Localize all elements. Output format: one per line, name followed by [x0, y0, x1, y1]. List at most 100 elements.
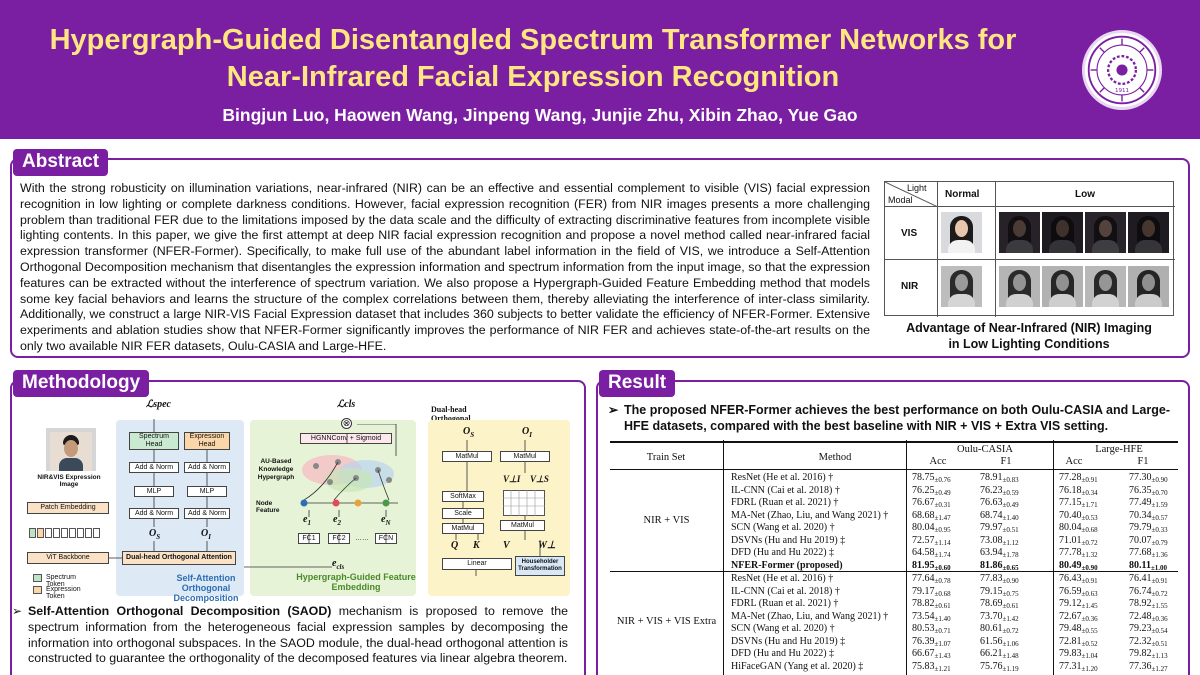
hypergraph-illustration — [302, 455, 394, 501]
method-cell: FDRL (Ruan et al. 2021) † — [731, 497, 839, 508]
oulu-acc-cell: 80.53±0.71 — [912, 623, 951, 635]
saod-bold-term: Self-Attention Orthogonal Decomposition … — [28, 604, 332, 618]
abstract-text: With the strong robusticity on illuminat… — [20, 181, 870, 353]
oulu-acc-cell: 78.82±0.61 — [912, 598, 951, 610]
hgfe-label-line-1: Hypergraph-Guided Feature — [296, 572, 416, 582]
header-f1: F1 — [1137, 456, 1149, 467]
header-oulu-casia: Oulu-CASIA — [956, 444, 1013, 455]
method-cell: DFD (Hu and Hu 2022) ‡ — [731, 648, 835, 659]
table-row: SCN (Wang et al. 2020) † 80.04±0.95 79.97±… — [610, 522, 1178, 535]
v-perp-i-symbol: V⊥I — [503, 474, 521, 484]
table-row: ResNet (He et al. 2016) † 77.64±0.78 77.83… — [610, 573, 1178, 586]
oulu-f1-cell: 78.69±0.61 — [980, 598, 1019, 610]
large-f1-cell: 77.49±1.59 — [1129, 497, 1168, 509]
doa-connectors — [455, 440, 541, 576]
oulu-acc-cell: 76.67±0.31 — [912, 497, 951, 509]
dual-head-attention-block: Dual-head Orthogonal Attention — [122, 551, 236, 565]
softmax-block: SoftMax — [442, 491, 484, 502]
vis-low-face-image — [1042, 212, 1083, 253]
nir-vis-comparison-figure: Light Modal Normal Low VIS NIR — [884, 181, 1175, 317]
method-cell: IL-CNN (Cai et al. 2018) † — [731, 585, 840, 597]
oulu-f1-cell: 66.21±1.48 — [980, 648, 1019, 660]
fc-ellipsis: …… — [355, 535, 369, 542]
w-perp-symbol: W⊥ — [538, 540, 556, 551]
hgnn-conv-block: HGNNConv + Sigmoid — [300, 433, 392, 444]
large-acc-cell: 77.78±1.32 — [1059, 547, 1098, 559]
large-acc-cell: 76.59±0.63 — [1059, 585, 1098, 598]
matmul-block: MatMul — [500, 451, 550, 462]
result-heading: Result — [599, 370, 676, 397]
large-f1-cell: 72.32±0.51 — [1129, 635, 1168, 648]
result-panel — [596, 380, 1190, 675]
large-f1-cell: 79.82±1.13 — [1129, 648, 1168, 660]
oulu-acc-cell: 79.17±0.68 — [912, 585, 951, 598]
table-row: DFD (Hu and Hu 2022) ‡ 64.58±1.74 63.94±1.… — [610, 547, 1178, 560]
loss-spec-label: ℒspec — [146, 399, 171, 410]
column-normal-label: Normal — [945, 189, 980, 200]
table-column-divider — [723, 440, 724, 675]
table-row: SCN (Wang et al. 2020) † 80.53±0.71 80.61±… — [610, 623, 1178, 636]
q-symbol: Q — [451, 540, 459, 551]
title-line-2: Near-Infrared Facial Expression Recognit… — [226, 61, 840, 93]
method-cell: DSVNs (Hu and Hu 2019) ‡ — [731, 534, 846, 546]
nir-low-face-image — [999, 266, 1040, 307]
token-sequence — [29, 528, 107, 538]
method-cell: ResNet (He et al. 2016) † — [731, 573, 834, 584]
os-letter: O — [149, 528, 157, 539]
table-row: DFD (Hu and Hu 2022) ‡ 66.67±1.43 66.21±1.… — [610, 648, 1178, 661]
large-f1-cell: 80.11±1.00 — [1129, 559, 1168, 572]
method-cell: DFD (Hu and Hu 2022) ‡ — [731, 547, 835, 558]
row-vis-label: VIS — [901, 228, 918, 239]
header-method: Method — [818, 452, 852, 463]
oulu-acc-cell: 80.04±0.95 — [912, 522, 951, 534]
add-norm-block: Add & Norm — [184, 462, 230, 473]
doa-os-letter: O — [463, 426, 471, 437]
e2-subscript: 2 — [337, 519, 341, 527]
saod-connectors — [109, 419, 208, 559]
linear-block: Linear — [442, 558, 512, 570]
large-f1-cell: 77.68±1.36 — [1129, 547, 1168, 559]
table-row: IL-CNN (Cai et al. 2018) † 79.17±0.68 79.1… — [610, 586, 1178, 599]
householder-block: Householder Transformation — [515, 556, 565, 576]
header-acc: Acc — [929, 456, 947, 467]
vis-low-face-image — [1128, 212, 1169, 253]
oulu-acc-cell: 72.57±1.14 — [912, 534, 951, 547]
output-spectrum-symbol: OS — [149, 528, 160, 541]
v-perp-s-symbol: V⊥S — [530, 474, 549, 484]
corner-light-label: Light — [907, 183, 927, 193]
oi-subscript: I — [208, 533, 211, 541]
large-acc-cell: 76.43±0.91 — [1059, 573, 1098, 585]
header-train-set: Train Set — [646, 452, 686, 463]
title-line-1: Hypergraph-Guided Disentangled Spectrum … — [49, 24, 1017, 56]
legend-spectrum-label: Spectrum Token — [46, 574, 76, 588]
doa-oi-symbol: OI — [522, 426, 532, 439]
corner-modal-label: Modal — [888, 195, 913, 205]
header-f1: F1 — [1000, 456, 1012, 467]
saod-body: mechanism is proposed to remove the spec… — [28, 604, 568, 666]
oulu-f1-cell: 61.56±1.06 — [980, 635, 1019, 648]
loss-cls-label: ℒcls — [337, 399, 356, 410]
legend-expression-swatch — [33, 586, 42, 594]
mlp-block: MLP — [187, 486, 227, 497]
oulu-f1-cell: 73.70±1.42 — [980, 610, 1019, 623]
method-cell: NFER-Former (proposed) — [731, 559, 843, 571]
abstract-panel — [10, 158, 1190, 358]
large-f1-cell: 78.92±1.55 — [1129, 598, 1168, 610]
large-acc-cell: 72.81±0.52 — [1059, 635, 1098, 648]
method-cell: DSVNs (Hu and Hu 2019) ‡ — [731, 635, 846, 647]
oulu-acc-cell: 68.68±1.47 — [912, 509, 951, 522]
large-acc-cell: 79.12±1.45 — [1059, 598, 1098, 610]
nir-low-face-image — [1085, 266, 1126, 307]
node-feature-dots — [300, 499, 398, 507]
large-f1-cell: 79.23±0.54 — [1129, 623, 1168, 635]
saod-label-line-2: Orthogonal Decomposition — [173, 583, 239, 603]
method-cell: FDRL (Ruan et al. 2021) † — [731, 598, 839, 609]
nir-normal-face-image — [941, 266, 982, 307]
large-acc-cell: 72.67±0.36 — [1059, 610, 1098, 623]
os-subscript: S — [156, 533, 161, 541]
table-column-divider — [1053, 440, 1054, 675]
en-subscript: N — [385, 519, 391, 527]
en-letter: e — [381, 514, 386, 525]
add-norm-block: Add & Norm — [184, 508, 230, 519]
poster-title: Hypergraph-Guided Disentangled Spectrum … — [0, 22, 1066, 96]
